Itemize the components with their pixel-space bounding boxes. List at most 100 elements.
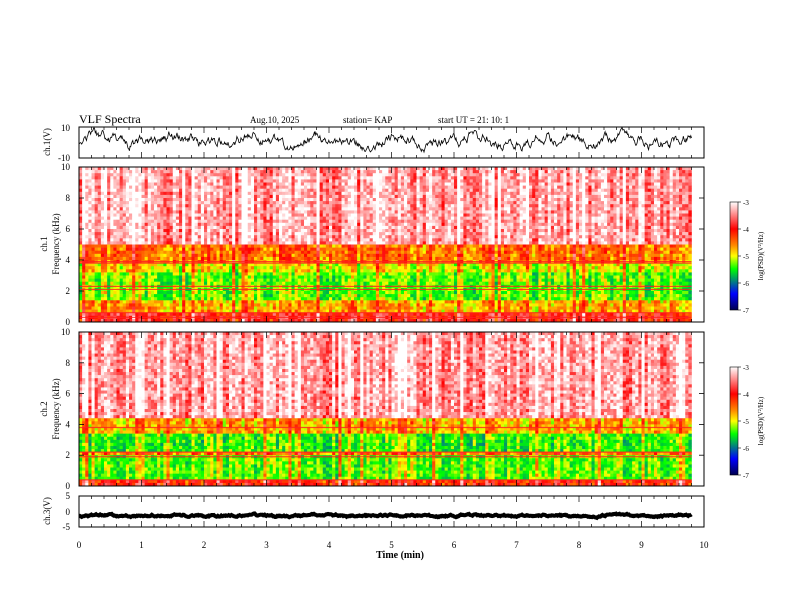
spectrogram-cell — [497, 179, 502, 183]
spectrogram-cell — [663, 222, 667, 227]
ch1-waveform-line — [78, 126, 692, 154]
spectrogram-cell — [582, 219, 586, 224]
spectrogram-cell — [460, 207, 464, 211]
spectrogram-cell — [644, 198, 649, 202]
spectrogram-cell — [494, 201, 499, 205]
spectrogram-cell — [219, 225, 224, 230]
spectrogram-cell — [188, 201, 192, 205]
spectrogram-cell — [132, 219, 136, 224]
spectrogram-cell — [550, 188, 555, 193]
spectrogram-cell — [260, 229, 264, 233]
spectrogram-cell — [400, 198, 405, 202]
spectrogram-cell — [269, 219, 274, 224]
spectrogram-cell — [491, 238, 495, 242]
spectrogram-cell — [107, 207, 111, 211]
spectrogram-cell — [263, 225, 267, 230]
spectrogram-cell — [285, 225, 289, 230]
spectrogram-cell — [666, 222, 670, 227]
spectrogram-cell — [472, 191, 477, 196]
spectrogram-cell — [407, 235, 411, 239]
spectrogram-cell — [350, 213, 355, 217]
spectrogram-cell — [607, 241, 611, 245]
spectrogram-cell — [425, 241, 430, 245]
spectrogram-cell — [247, 225, 252, 230]
spectrogram-cell — [635, 179, 639, 183]
spectrogram-cell — [282, 204, 286, 208]
spectrogram-cell — [500, 232, 505, 236]
spectrogram-cell — [422, 222, 427, 227]
spectrogram-cell — [91, 204, 95, 208]
spectrogram-cell — [97, 173, 102, 177]
spectrogram-cell — [344, 219, 349, 224]
spectrogram-cell — [535, 182, 539, 186]
spectrogram-cell — [285, 167, 289, 171]
spectrogram-cell — [260, 235, 264, 239]
spectrogram-cell — [160, 219, 164, 224]
spectrogram-cell — [438, 225, 442, 230]
spectrogram-cell — [688, 191, 692, 196]
spectrogram-cell — [554, 210, 558, 214]
spectrogram-cell — [482, 204, 486, 208]
spectrogram-cell — [235, 167, 239, 171]
spectrogram-cell — [425, 204, 430, 208]
spectrogram-cell — [263, 238, 267, 242]
spectrogram-cell — [407, 219, 411, 224]
spectrogram-cell — [591, 238, 595, 242]
spectrogram-cell — [110, 173, 114, 177]
spectrogram-cell — [113, 225, 117, 230]
spectrogram-cell — [325, 194, 330, 199]
spectrogram-cell — [341, 213, 345, 217]
spectrogram-cell — [369, 222, 374, 227]
spectrogram-cell — [382, 167, 386, 171]
spectrogram-cell — [444, 201, 449, 205]
spectrogram-cell — [279, 216, 283, 220]
spectrogram-cell — [450, 210, 455, 214]
spectrogram-cell — [247, 232, 252, 236]
spectrogram-cell — [347, 204, 352, 208]
spectrogram-cell — [379, 235, 383, 239]
spectrogram-cell — [397, 229, 402, 233]
spectrogram-cell — [182, 235, 186, 239]
spectrogram-cell — [179, 213, 183, 217]
spectrogram-cell — [397, 232, 402, 236]
spectrogram-cell — [622, 170, 627, 174]
spectrogram-cell — [685, 182, 689, 186]
spectrogram-cell — [519, 213, 524, 217]
spectrogram-cell — [147, 213, 152, 217]
spectrogram-cell — [372, 188, 377, 193]
spectrogram-cell — [513, 213, 517, 217]
spectrogram-cell — [179, 201, 183, 205]
spectrogram-cell — [629, 198, 633, 202]
spectrogram-cell — [366, 219, 370, 224]
spectrogram-cell — [535, 235, 539, 239]
spectrogram-cell — [638, 225, 642, 230]
spectrogram-cell — [619, 188, 624, 193]
spectrogram-cell — [322, 216, 327, 220]
spectrogram-cell — [291, 222, 295, 227]
spectrogram-cell — [460, 210, 464, 214]
spectrogram-cell — [350, 241, 355, 245]
spectrogram-cell — [263, 179, 267, 183]
spectrogram-cell — [560, 213, 564, 217]
spectrogram-cell — [282, 210, 286, 214]
spectrogram-cell — [541, 225, 545, 230]
spectrogram-cell — [613, 201, 617, 205]
spectrogram-cell — [247, 176, 252, 180]
spectrogram-cell — [360, 238, 364, 242]
spectrogram-cell — [513, 232, 517, 236]
spectrogram-cell — [197, 167, 202, 171]
spectrogram-cell — [344, 170, 349, 174]
spectrogram-cell — [647, 232, 652, 236]
spectrogram-cell — [466, 170, 470, 174]
spectrogram-cell — [310, 219, 314, 224]
spectrogram-cell — [172, 179, 177, 183]
spectrogram-cell — [391, 188, 395, 193]
spectrogram-cell — [407, 198, 411, 202]
spectrogram-cell — [125, 176, 130, 180]
spectrogram-cell — [194, 235, 199, 239]
spectrogram-cell — [482, 238, 486, 242]
spectrogram-cell — [254, 232, 258, 236]
spectrogram-cell — [419, 213, 424, 217]
spectrogram-cell — [254, 194, 258, 199]
spectrogram-cell — [104, 176, 108, 180]
